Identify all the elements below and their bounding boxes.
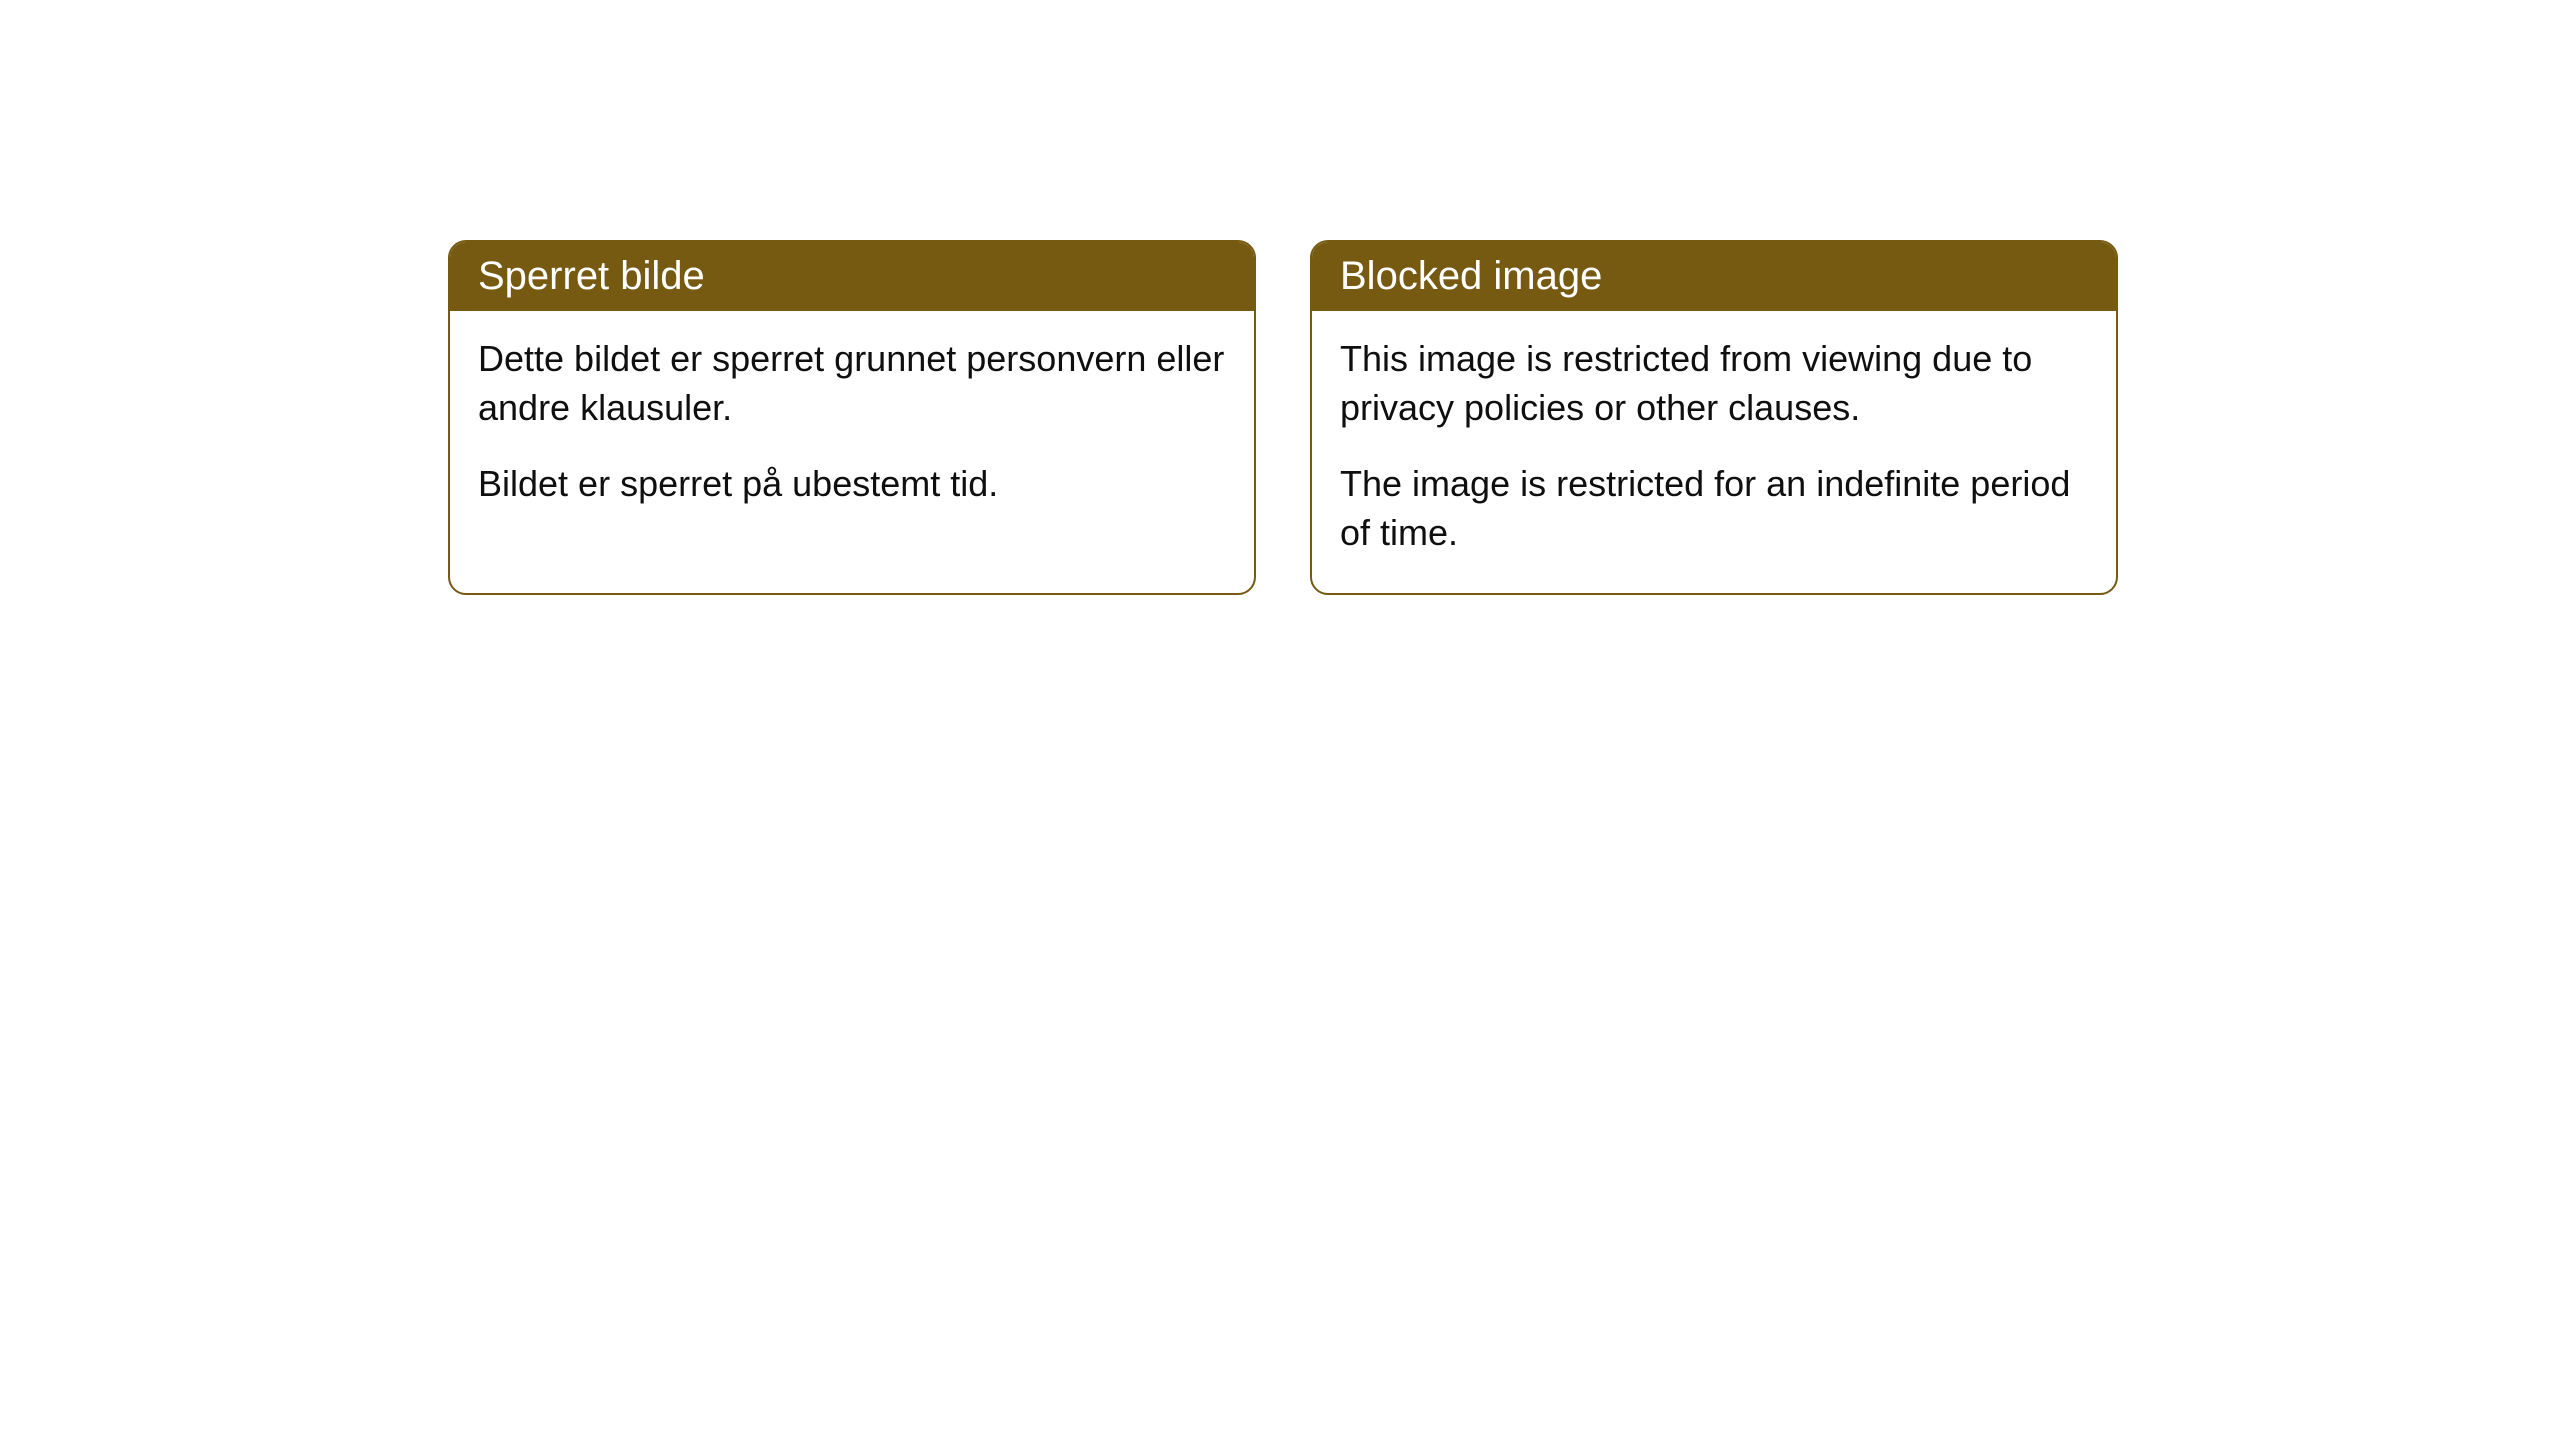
- card-header: Sperret bilde: [450, 242, 1254, 311]
- card-paragraph: Bildet er sperret på ubestemt tid.: [478, 460, 1226, 509]
- card-body: Dette bildet er sperret grunnet personve…: [450, 311, 1254, 545]
- card-header: Blocked image: [1312, 242, 2116, 311]
- notice-card-container: Sperret bilde Dette bildet er sperret gr…: [448, 240, 2118, 595]
- card-paragraph: This image is restricted from viewing du…: [1340, 335, 2088, 432]
- notice-card-english: Blocked image This image is restricted f…: [1310, 240, 2118, 595]
- card-paragraph: The image is restricted for an indefinit…: [1340, 460, 2088, 557]
- card-paragraph: Dette bildet er sperret grunnet personve…: [478, 335, 1226, 432]
- card-title: Sperret bilde: [478, 254, 705, 298]
- notice-card-norwegian: Sperret bilde Dette bildet er sperret gr…: [448, 240, 1256, 595]
- card-title: Blocked image: [1340, 254, 1602, 298]
- card-body: This image is restricted from viewing du…: [1312, 311, 2116, 593]
